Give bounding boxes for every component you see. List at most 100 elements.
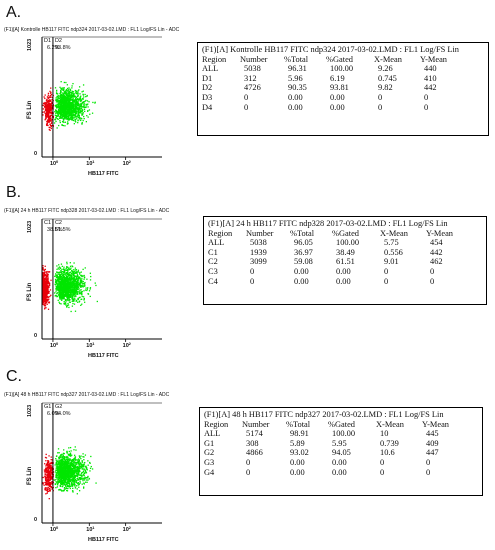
data-point <box>69 277 71 279</box>
data-point <box>65 118 67 120</box>
data-point <box>66 458 68 460</box>
data-point <box>61 481 64 483</box>
data-point <box>66 269 69 271</box>
data-point <box>59 485 62 488</box>
data-point <box>70 480 72 482</box>
data-point <box>81 294 83 296</box>
data-point <box>77 286 79 288</box>
data-point <box>45 293 48 295</box>
data-point <box>42 285 45 287</box>
data-point <box>80 271 82 273</box>
data-point <box>77 279 79 281</box>
data-point <box>61 275 64 277</box>
data-point <box>42 276 44 279</box>
data-point <box>79 285 81 287</box>
data-point <box>73 303 76 305</box>
data-point <box>72 291 74 293</box>
data-point <box>46 109 48 112</box>
data-point <box>72 109 75 111</box>
data-point <box>83 276 86 278</box>
column-header: X-Mean <box>380 228 408 238</box>
data-point <box>45 302 47 304</box>
data-point <box>63 81 66 84</box>
data-point <box>45 484 48 486</box>
data-point <box>46 489 48 492</box>
data-point <box>65 300 67 302</box>
data-point <box>48 484 50 487</box>
data-point <box>83 108 86 111</box>
data-point <box>74 476 76 478</box>
data-point <box>47 483 49 485</box>
data-point <box>43 287 46 289</box>
data-point <box>73 283 75 285</box>
data-point <box>47 114 49 116</box>
data-point <box>75 281 77 283</box>
data-point <box>72 96 75 98</box>
data-point <box>56 276 59 279</box>
table-cell: ALL <box>202 64 219 74</box>
data-point <box>43 304 45 306</box>
data-point <box>70 108 72 110</box>
data-point <box>49 482 52 484</box>
data-point <box>64 101 66 104</box>
data-point <box>42 296 44 299</box>
data-point <box>61 453 63 455</box>
data-point <box>83 456 85 458</box>
data-point <box>45 469 48 471</box>
data-point <box>65 269 67 271</box>
data-point <box>67 270 69 272</box>
data-point <box>45 109 47 111</box>
data-point <box>45 489 47 491</box>
data-point <box>80 108 82 110</box>
data-point <box>69 262 71 264</box>
data-point <box>51 106 53 109</box>
data-point <box>47 105 49 107</box>
data-point <box>45 104 47 107</box>
data-point <box>64 115 66 118</box>
data-point <box>66 123 69 125</box>
data-point <box>81 290 83 293</box>
data-point <box>50 471 52 473</box>
data-point <box>67 456 69 459</box>
data-point <box>47 97 50 99</box>
data-point <box>46 463 48 465</box>
data-point <box>62 109 64 111</box>
data-point <box>68 283 70 286</box>
data-point <box>67 485 70 488</box>
data-point <box>72 277 75 279</box>
data-point <box>81 122 83 125</box>
data-point <box>58 289 60 292</box>
data-point <box>66 105 68 107</box>
data-point <box>45 295 47 297</box>
data-point <box>75 98 77 101</box>
gate-percent: 93.8% <box>54 45 71 51</box>
data-point <box>47 288 49 290</box>
data-point <box>88 477 90 480</box>
data-point <box>77 275 79 277</box>
data-point <box>47 486 49 488</box>
data-point <box>84 285 86 287</box>
data-point <box>82 282 84 284</box>
data-point <box>51 459 53 461</box>
data-point <box>60 270 62 272</box>
data-point <box>83 103 86 105</box>
data-point <box>59 99 61 102</box>
data-point <box>87 464 89 466</box>
data-point <box>78 113 80 116</box>
data-point <box>57 106 59 108</box>
data-point <box>57 280 60 282</box>
data-point <box>73 476 75 478</box>
data-point <box>60 295 62 297</box>
data-point <box>68 276 71 279</box>
data-point <box>70 285 72 287</box>
data-point <box>94 101 96 103</box>
data-point <box>75 271 77 274</box>
data-point <box>60 471 62 474</box>
data-point <box>69 275 71 277</box>
data-point <box>67 121 69 123</box>
data-point <box>79 97 81 99</box>
table-cell: 0 <box>244 92 249 102</box>
data-point <box>80 107 82 109</box>
data-point <box>60 93 63 96</box>
data-point <box>68 464 70 466</box>
